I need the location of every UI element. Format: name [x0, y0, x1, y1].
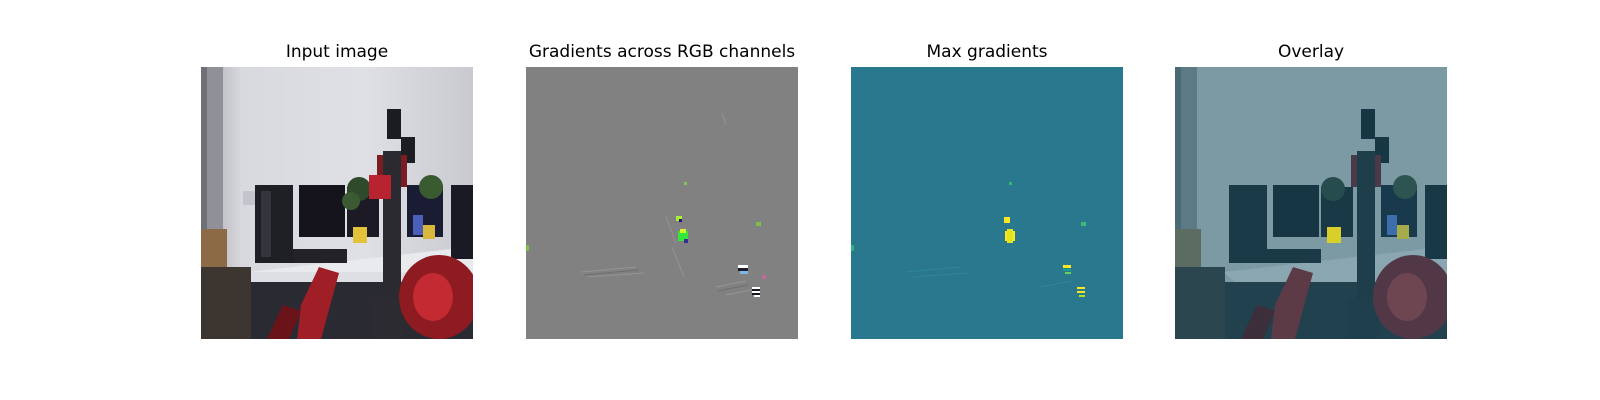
- gradients-rgb-panel: [526, 67, 798, 339]
- max-gradients-panel: [851, 67, 1123, 339]
- overlay-panel: [1175, 67, 1447, 339]
- overlay-title: Overlay: [1277, 42, 1345, 62]
- rgb-gradient-map: [526, 67, 798, 339]
- max-gradients-title: Max gradients: [926, 42, 1048, 62]
- max-gradient-map: [851, 67, 1123, 339]
- input-image-panel: [201, 67, 473, 339]
- overlay-image: [1175, 67, 1447, 339]
- input-image-title: Input image: [285, 42, 389, 62]
- robot-scene-image: [201, 67, 473, 339]
- gradients-rgb-title: Gradients across RGB channels: [528, 42, 796, 62]
